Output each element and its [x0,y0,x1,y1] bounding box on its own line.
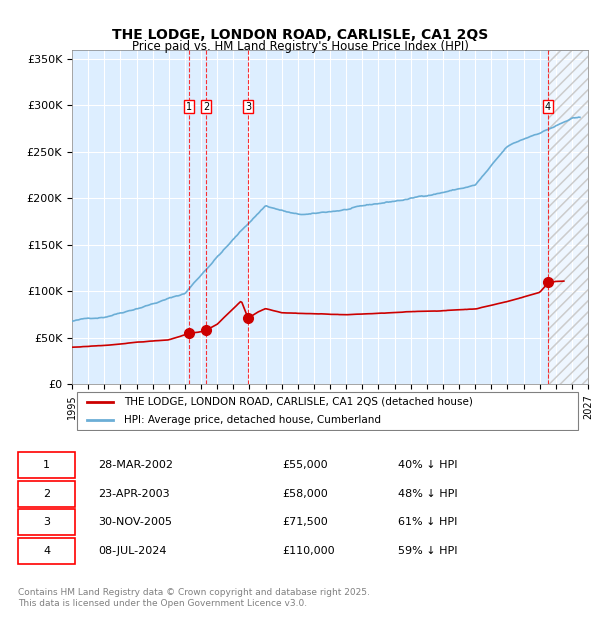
Text: 61% ↓ HPI: 61% ↓ HPI [398,517,457,527]
Text: 23-APR-2003: 23-APR-2003 [98,489,170,498]
Text: £58,000: £58,000 [283,489,328,498]
Text: 2: 2 [203,102,209,112]
Text: 59% ↓ HPI: 59% ↓ HPI [398,546,457,556]
Text: 1: 1 [185,102,192,112]
Text: 2: 2 [43,489,50,498]
Text: 08-JUL-2024: 08-JUL-2024 [98,546,167,556]
Text: 28-MAR-2002: 28-MAR-2002 [98,460,173,470]
Text: 3: 3 [43,517,50,527]
Text: 4: 4 [43,546,50,556]
Text: 3: 3 [245,102,251,112]
Text: Contains HM Land Registry data © Crown copyright and database right 2025.
This d: Contains HM Land Registry data © Crown c… [18,588,370,608]
Text: 4: 4 [545,102,551,112]
Text: THE LODGE, LONDON ROAD, CARLISLE, CA1 2QS (detached house): THE LODGE, LONDON ROAD, CARLISLE, CA1 2Q… [124,397,472,407]
Text: 48% ↓ HPI: 48% ↓ HPI [398,489,458,498]
FancyBboxPatch shape [77,392,578,430]
FancyBboxPatch shape [18,538,76,564]
Text: Price paid vs. HM Land Registry's House Price Index (HPI): Price paid vs. HM Land Registry's House … [131,40,469,53]
Text: 30-NOV-2005: 30-NOV-2005 [98,517,172,527]
Text: HPI: Average price, detached house, Cumberland: HPI: Average price, detached house, Cumb… [124,415,380,425]
Text: 40% ↓ HPI: 40% ↓ HPI [398,460,457,470]
FancyBboxPatch shape [18,452,76,478]
Text: £110,000: £110,000 [283,546,335,556]
Text: THE LODGE, LONDON ROAD, CARLISLE, CA1 2QS: THE LODGE, LONDON ROAD, CARLISLE, CA1 2Q… [112,28,488,42]
FancyBboxPatch shape [18,509,76,535]
Bar [548,50,588,384]
Text: £55,000: £55,000 [283,460,328,470]
Text: £71,500: £71,500 [283,517,328,527]
FancyBboxPatch shape [18,480,76,507]
Text: 1: 1 [43,460,50,470]
Bar [548,50,588,384]
